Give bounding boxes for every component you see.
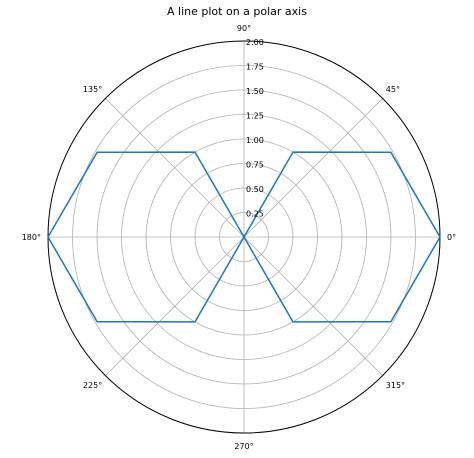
r-tick-label: 1.25	[246, 112, 264, 121]
theta-tick-label: 45°	[386, 85, 400, 94]
r-gridline	[72, 65, 416, 409]
theta-tick-label: 90°	[237, 24, 251, 33]
r-gridline	[194, 187, 294, 287]
r-tick-label: 1.75	[246, 63, 264, 72]
theta-tick-label: 225°	[83, 381, 102, 390]
r-gridline	[145, 138, 343, 336]
theta-tick-label: 180°	[22, 233, 41, 242]
series-line	[47, 151, 441, 323]
r-tick-label: 0.50	[246, 185, 264, 194]
r-tick-label: 0.75	[246, 161, 264, 170]
theta-tick-label: 270°	[234, 442, 253, 451]
r-gridline	[96, 89, 392, 385]
r-tick-label: 0.25	[246, 210, 264, 219]
r-gridline	[219, 212, 269, 262]
theta-tick-label: 135°	[83, 85, 102, 94]
theta-tick-label: 0°	[447, 233, 456, 242]
r-tick-label: 2.00	[246, 38, 264, 47]
theta-tick-label: 315°	[386, 381, 405, 390]
r-gridline	[170, 163, 318, 311]
chart-title: A line plot on a polar axis	[167, 5, 307, 18]
r-tick-label: 1.50	[246, 87, 264, 96]
r-gridline	[121, 114, 367, 360]
r-tick-label: 1.00	[246, 136, 264, 145]
